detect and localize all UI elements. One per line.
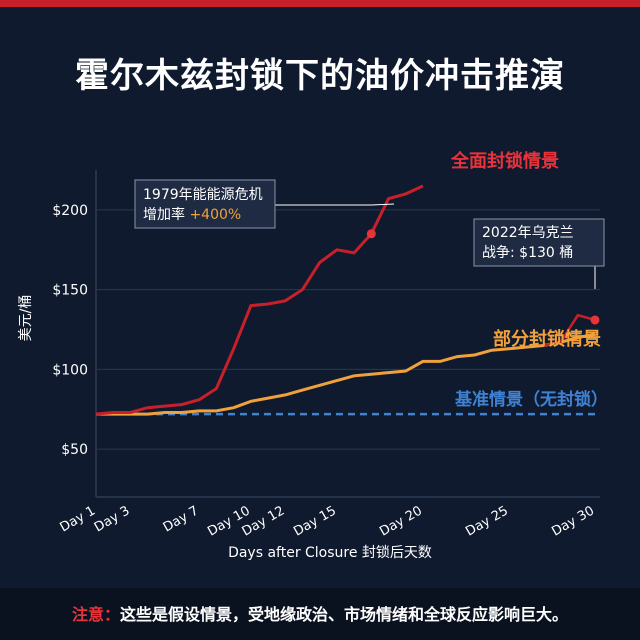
legend-partial: 部分封锁情景	[493, 328, 601, 350]
disclaimer-body: 这些是假设情景，受地缘政治、市场情绪和全球反应影响巨大。	[120, 605, 569, 624]
annotation-1979-highlight: +400%	[189, 207, 241, 223]
x-tick-label: Day 20	[377, 503, 425, 539]
annotation-2022-marker	[590, 315, 600, 325]
annotation-2022-line1: 2022年乌克兰	[482, 225, 574, 241]
y-axis-label: 美元/桶	[18, 295, 34, 342]
x-tick-label: Day 7	[161, 503, 201, 535]
annotation-2022-line2: 战争: $130 桶	[482, 245, 573, 261]
disclaimer-text: 注意：这些是假设情景，受地缘政治、市场情绪和全球反应影响巨大。	[0, 601, 640, 625]
x-tick-label: Day 25	[463, 503, 511, 539]
annotation-2022-box	[473, 218, 605, 267]
series-line-partial-spike	[543, 313, 596, 347]
annotation-2022: 2022年乌克兰 战争: $130 桶	[473, 218, 605, 325]
annotation-1979-line1: 1979年能能源危机	[143, 187, 263, 203]
x-tick-label: Day 1	[58, 503, 98, 535]
series-line-partial	[96, 332, 596, 416]
annotation-1979: 1979年能能源危机 增加率 +400%	[134, 179, 395, 239]
y-tick-label: $100	[52, 362, 88, 378]
x-tick-label: Day 30	[549, 503, 597, 539]
disclaimer-label: 注意：	[71, 605, 120, 624]
top-accent-bar	[0, 0, 640, 7]
y-tick-label: $50	[61, 442, 88, 458]
y-tick-label: $200	[52, 203, 88, 219]
legend-baseline: 基准情景（无封锁）	[454, 389, 608, 410]
annotation-1979-line2: 增加率 +400%	[143, 206, 241, 223]
disclaimer-footer: 注意：这些是假设情景，受地缘政治、市场情绪和全球反应影响巨大。	[0, 588, 640, 640]
y-tick-label: $150	[52, 283, 88, 299]
x-axis-label: Days after Closure 封锁后天数	[228, 545, 432, 561]
annotation-1979-line2-prefix: 增加率	[143, 206, 189, 223]
page-title: 霍尔木兹封锁下的油价冲击推演	[75, 56, 565, 96]
annotation-1979-marker	[366, 229, 376, 239]
y-tick-labels: $200 $150 $100 $50	[52, 203, 88, 458]
annotation-1979-box	[134, 179, 276, 229]
legend-full: 全面封锁情景	[450, 150, 559, 172]
x-tick-label: Day 3	[92, 503, 132, 535]
x-tick-label: Day 15	[291, 503, 339, 539]
